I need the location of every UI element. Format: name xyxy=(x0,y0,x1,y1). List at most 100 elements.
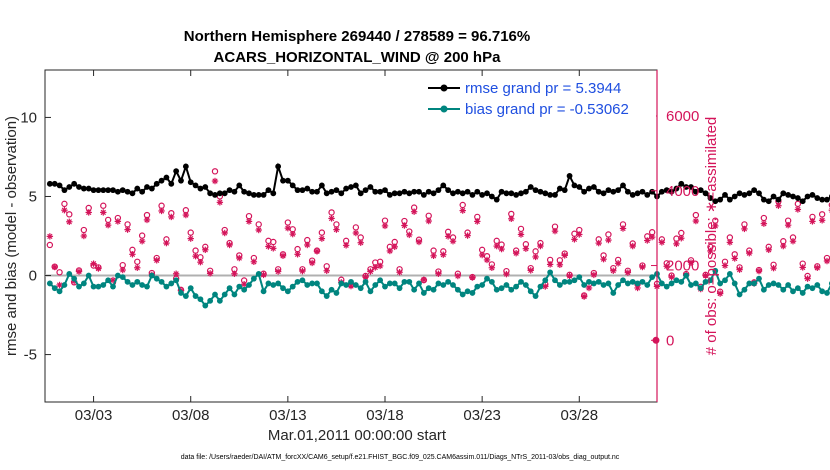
rmse-point xyxy=(202,184,209,190)
rmse-point xyxy=(153,180,160,187)
rmse-point xyxy=(581,188,588,195)
rmse-point xyxy=(100,187,107,194)
rmse-point xyxy=(318,182,325,189)
bias-point xyxy=(794,285,801,292)
bias-point xyxy=(527,288,534,295)
bias-point xyxy=(678,278,685,285)
rmse-point xyxy=(411,188,418,195)
bias-point xyxy=(581,282,588,288)
obs-assimilated-point xyxy=(134,264,141,271)
rmse-point xyxy=(804,193,811,200)
obs-assimilated-point xyxy=(396,269,403,276)
obs-assimilated-point xyxy=(799,264,806,271)
bias-point xyxy=(484,275,490,282)
rmse-point xyxy=(265,187,272,194)
bias-point xyxy=(634,280,641,287)
obs-assimilated-point xyxy=(100,209,107,216)
bias-point xyxy=(683,272,690,279)
rmse-point xyxy=(600,190,607,197)
bias-point xyxy=(318,288,325,295)
obs-assimilated-point xyxy=(746,249,753,257)
bias-point xyxy=(770,280,777,287)
obs-assimilated-point xyxy=(163,239,170,247)
rmse-point xyxy=(95,187,102,194)
rmse-point xyxy=(445,187,452,194)
obs-possible-point xyxy=(56,269,63,276)
obs-assimilated-point xyxy=(765,246,772,254)
rmse-point xyxy=(702,190,709,197)
obs-assimilated-point xyxy=(61,207,68,214)
plot-area xyxy=(44,69,658,403)
bias-point xyxy=(207,297,214,304)
obs-assimilated-point xyxy=(430,252,437,260)
obs-assimilated-point xyxy=(197,258,204,266)
bias-point xyxy=(508,286,515,293)
rmse-point xyxy=(683,184,690,190)
obs-possible-point xyxy=(818,211,826,218)
rmse-point xyxy=(51,180,58,187)
obs-possible-point xyxy=(794,200,802,208)
rmse-point xyxy=(624,188,631,195)
rmse-point xyxy=(824,196,830,203)
rmse-point xyxy=(85,185,92,192)
rmse-point xyxy=(731,193,738,200)
obs-assimilated-point xyxy=(760,220,768,227)
obs-possible-point xyxy=(270,238,277,246)
bias-point xyxy=(187,285,194,292)
rmse-point xyxy=(260,191,267,198)
rmse-point xyxy=(556,185,563,192)
obs-assimilated-point xyxy=(736,266,743,273)
rmse-point xyxy=(158,177,165,184)
obs-possible-point xyxy=(211,168,219,175)
rmse-point xyxy=(187,179,194,186)
bias-point xyxy=(586,278,592,285)
obs-assimilated-point xyxy=(629,242,636,250)
obs-assimilated-point xyxy=(328,215,335,222)
bias-point xyxy=(488,278,495,285)
rmse-point xyxy=(644,191,651,198)
obs-possible-point xyxy=(61,200,68,208)
obs-assimilated-point xyxy=(299,267,306,275)
bias-point xyxy=(498,285,505,292)
bias-point xyxy=(765,282,772,288)
bias-point xyxy=(396,285,403,292)
rmse-point xyxy=(741,191,748,198)
bias-point xyxy=(367,288,374,295)
obs-assimilated-point xyxy=(313,248,321,255)
bias-point xyxy=(323,293,330,299)
legend-rmse-marker xyxy=(440,84,448,92)
bias-point xyxy=(362,278,369,285)
rmse-point xyxy=(479,191,486,198)
legend-box xyxy=(422,76,656,120)
obs-assimilated-point xyxy=(755,267,763,275)
y-axis-left-label: rmse and bias (model - observation) xyxy=(3,116,20,356)
bias-point xyxy=(95,283,102,290)
obs-assimilated-point xyxy=(158,207,165,215)
rmse-point xyxy=(367,184,374,190)
obs-assimilated-point xyxy=(381,222,389,230)
y-axis-right-label: # of obs: o=possible; ∗=assimilated xyxy=(703,117,720,356)
bias-point xyxy=(518,278,524,285)
obs-assimilated-point xyxy=(386,247,394,255)
obs-assimilated-point xyxy=(449,238,457,245)
bias-point xyxy=(386,280,393,287)
bias-point xyxy=(139,282,146,288)
bias-point xyxy=(435,280,442,287)
obs-assimilated-point xyxy=(469,274,476,281)
bias-point xyxy=(231,291,238,298)
bias-point xyxy=(824,290,830,296)
obs-assimilated-point xyxy=(702,272,709,279)
legend-rmse-label: rmse grand pr = 5.3944 xyxy=(465,80,621,97)
rmse-point xyxy=(726,196,733,203)
rmse-point xyxy=(76,184,82,190)
rmse-point xyxy=(377,188,384,195)
rmse-point xyxy=(178,177,184,184)
rmse-point xyxy=(678,180,685,187)
rmse-point xyxy=(639,188,646,195)
bias-point xyxy=(289,283,296,290)
bias-point xyxy=(610,290,617,296)
rmse-point xyxy=(464,188,471,195)
bias-point xyxy=(46,280,53,287)
